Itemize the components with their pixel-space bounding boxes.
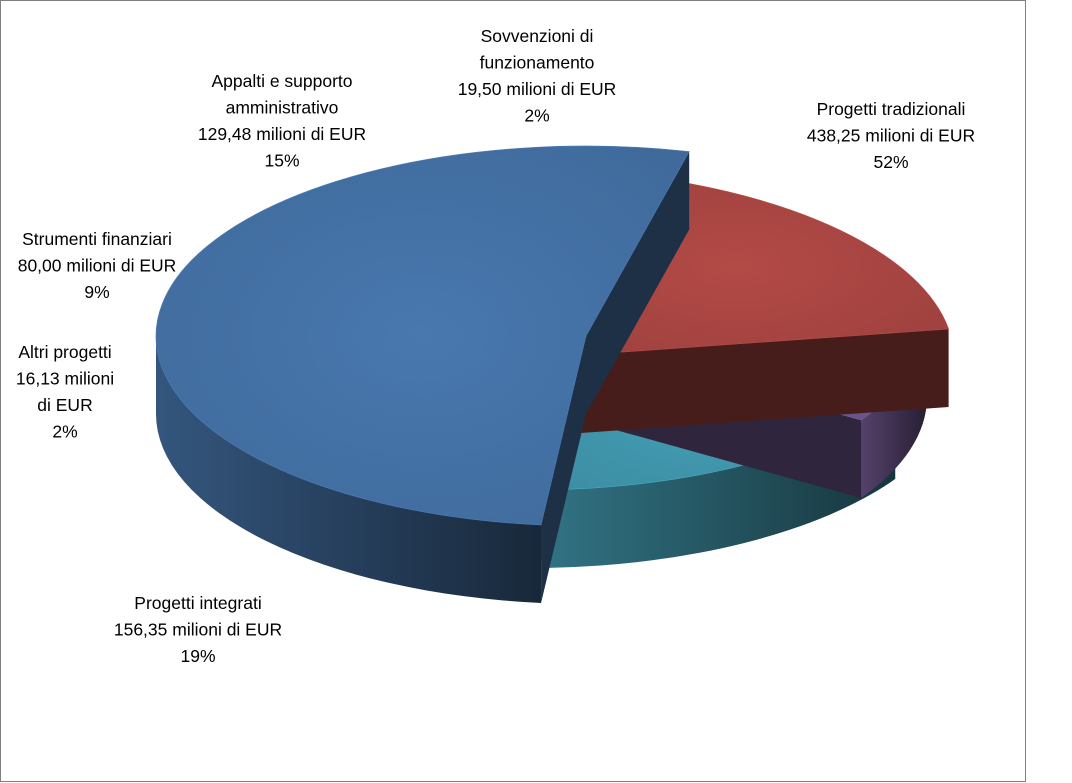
- slice-label-appalti: Appalti e supporto amministrativo 129,48 m…: [198, 71, 366, 171]
- slice-label-line: 16,13 milioni: [16, 369, 114, 389]
- slice-label-line: 15%: [264, 151, 299, 171]
- pie-slice-wall-appalti-0: [548, 401, 896, 568]
- slice-label-line: di EUR: [37, 395, 92, 415]
- slice-label-line: 129,48 milioni di EUR: [198, 124, 366, 144]
- pie-slice-tradizionali: [155, 145, 690, 603]
- slice-label-line: 52%: [873, 152, 908, 172]
- slice-label-line: 19%: [180, 646, 215, 666]
- slice-label-altri: Altri progetti 16,13 milioni di EUR 2%: [16, 342, 114, 442]
- pie-slice-side-tradizionali-0: [541, 336, 586, 603]
- slice-label-line: 2%: [524, 106, 549, 126]
- pie-chart: Progetti tradizionali 438,25 milioni di E…: [16, 26, 975, 666]
- slice-label-line: 438,25 milioni di EUR: [807, 126, 975, 146]
- slice-label-line: Progetti integrati: [134, 593, 261, 613]
- slice-label-strumenti: Strumenti finanziari 80,00 milioni di EUR…: [18, 229, 177, 302]
- slice-label-line: 156,35 milioni di EUR: [114, 620, 282, 640]
- slice-label-line: 9%: [84, 282, 109, 302]
- pie-slice-wall-tradizionali-0: [156, 336, 542, 603]
- slice-label-line: Progetti tradizionali: [817, 99, 966, 119]
- slice-label-line: 19,50 milioni di EUR: [458, 79, 617, 99]
- pie-slice-side-tradizionali-1: [586, 151, 690, 414]
- chart-area: Progetti tradizionali 438,25 milioni di E…: [0, 0, 1026, 782]
- slice-label-integrati: Progetti integrati 156,35 milioni di EUR 1…: [114, 593, 282, 666]
- pie-slice-top-tradizionali: [155, 145, 690, 526]
- slice-label-line: Appalti e supporto: [211, 71, 352, 91]
- slice-label-line: Strumenti finanziari: [22, 229, 172, 249]
- pie-slice-side-integrati-1: [524, 329, 949, 437]
- slice-label-line: Sovvenzioni di: [481, 26, 594, 46]
- slice-label-line: amministrativo: [226, 98, 339, 118]
- slice-label-line: 2%: [52, 422, 77, 442]
- slice-label-line: funzionamento: [480, 53, 595, 73]
- slice-label-line: Altri progetti: [18, 342, 111, 362]
- slice-label-sovvenzioni: Sovvenzioni di funzionamento 19,50 milioni…: [458, 26, 617, 126]
- slice-label-line: 80,00 milioni di EUR: [18, 256, 177, 276]
- slice-label-tradizionali: Progetti tradizionali 438,25 milioni di E…: [807, 99, 975, 172]
